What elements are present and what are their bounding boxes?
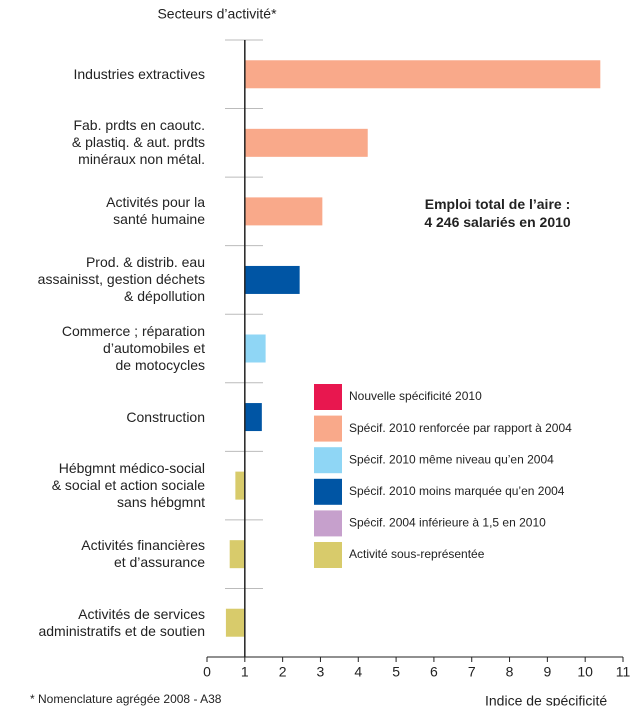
x-tick-label: 7 — [468, 664, 476, 680]
category-label: Commerce ; réparation d’automobiles et d… — [61, 323, 205, 373]
legend-swatch — [314, 384, 342, 410]
x-tick-label: 4 — [354, 664, 362, 680]
legend-swatch — [314, 510, 342, 537]
legend-label: Spécif. 2010 moins marquée qu’en 2004 — [349, 484, 565, 498]
bar — [225, 608, 245, 637]
x-tick-label: 5 — [392, 664, 400, 680]
bar — [244, 265, 300, 294]
legend-label: Spécif. 2004 inférieure à 1,5 en 2010 — [349, 516, 546, 530]
category-label: Activités de services administratifs et … — [38, 605, 205, 639]
bar — [229, 540, 245, 569]
footnote: * Nomenclature agrégée 2008 - A38 — [30, 692, 222, 706]
bar — [244, 128, 368, 157]
bar — [244, 334, 266, 363]
category-label: Industries extractives — [73, 65, 206, 82]
category-label: Fab. prdts en caoutc. & plastiq. & aut. … — [71, 117, 205, 168]
x-tick-label: 8 — [506, 664, 514, 680]
x-tick-label: 0 — [203, 664, 211, 680]
legend-swatch — [314, 415, 342, 442]
legend-label: Nouvelle spécificité 2010 — [349, 389, 482, 403]
bar — [244, 60, 601, 89]
bar — [235, 471, 245, 500]
annotation: Emploi total de l’aire : 4 246 salariés … — [424, 196, 571, 230]
category-label: Activités pour la santé humaine — [106, 194, 205, 228]
category-label: Construction — [126, 408, 205, 425]
x-tick-label: 2 — [279, 664, 287, 680]
legend-label: Spécif. 2010 renforcée par rapport à 200… — [349, 421, 572, 435]
legend-label: Spécif. 2010 même niveau qu’en 2004 — [349, 452, 554, 466]
x-axis-label: Indice de spécificité — [485, 693, 607, 706]
legend-label: Activité sous-représentée — [349, 547, 485, 561]
x-tick-label: 6 — [430, 664, 438, 680]
bar — [244, 403, 262, 432]
x-tick-label: 9 — [543, 664, 551, 680]
x-tick-label: 3 — [317, 664, 325, 680]
category-label: Prod. & distrib. eau assainisst, gestion… — [37, 254, 205, 305]
category-label: Hébgmnt médico-social & social et action… — [51, 460, 205, 511]
x-tick-label: 1 — [241, 664, 249, 680]
bar — [244, 197, 323, 226]
legend-swatch — [314, 542, 342, 568]
x-tick-label: 10 — [577, 664, 593, 680]
chart-title: Secteurs d’activité* — [157, 6, 277, 22]
x-tick-label: 11 — [616, 664, 631, 680]
category-label: Activités financières et d’assurance — [81, 537, 205, 571]
legend-swatch — [314, 447, 342, 474]
legend-swatch — [314, 478, 342, 505]
